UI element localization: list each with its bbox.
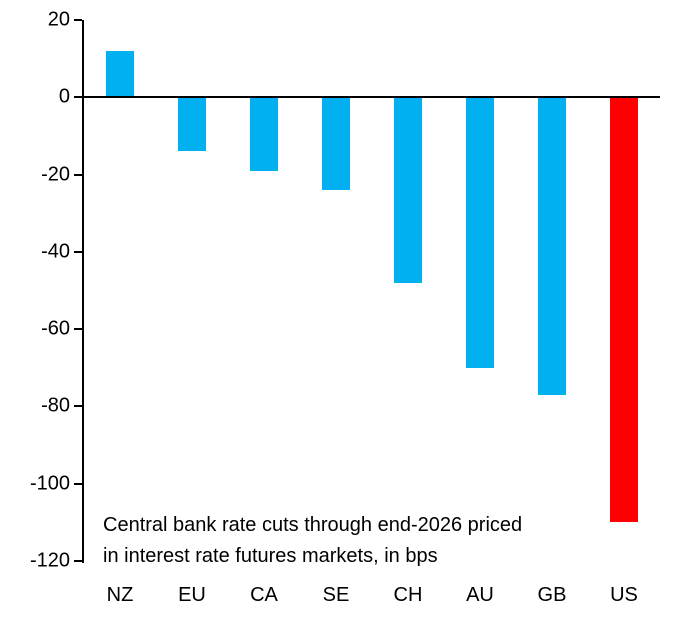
x-category-label: AU <box>466 584 494 606</box>
bar-US <box>610 97 638 523</box>
y-tick-label: -40 <box>41 240 70 263</box>
x-category-label: CH <box>393 584 423 606</box>
y-tick-label: -80 <box>41 394 70 417</box>
y-tick-mark <box>74 19 82 21</box>
y-tick-mark <box>74 96 82 99</box>
x-category-label: CA <box>250 584 278 606</box>
x-category-label: GB <box>537 584 567 606</box>
x-category-label: US <box>610 584 638 606</box>
y-tick-mark <box>74 560 82 562</box>
bar-CH <box>394 97 422 283</box>
y-tick-mark <box>74 173 82 176</box>
y-tick-mark <box>74 250 82 253</box>
y-tick-label: -100 <box>29 472 70 495</box>
y-tick-label: -20 <box>41 163 70 186</box>
y-tick-mark <box>74 328 82 331</box>
chart-annotation: Central bank rate cuts through end-2026 … <box>103 510 522 572</box>
bar-AU <box>466 97 494 368</box>
bar-SE <box>322 97 350 191</box>
bar-NZ <box>106 50 134 98</box>
y-tick-mark <box>74 482 82 485</box>
y-tick-label: -60 <box>41 317 70 340</box>
y-tick-label: 0 <box>58 85 70 108</box>
bar-GB <box>538 97 566 395</box>
y-tick-mark <box>74 405 82 408</box>
x-category-label: NZ <box>106 584 134 606</box>
y-tick-label: -120 <box>29 549 70 572</box>
y-tick-label: 20 <box>47 8 70 31</box>
bar-CA <box>250 97 278 171</box>
x-category-label: SE <box>322 584 350 606</box>
x-axis-zero-line <box>82 96 660 99</box>
x-category-label: EU <box>178 584 206 606</box>
annotation-line-1: Central bank rate cuts through end-2026 … <box>103 514 523 536</box>
y-axis-line <box>82 20 84 563</box>
annotation-line-2: in interest rate futures markets, in bps <box>103 545 438 567</box>
bar-EU <box>178 97 206 152</box>
